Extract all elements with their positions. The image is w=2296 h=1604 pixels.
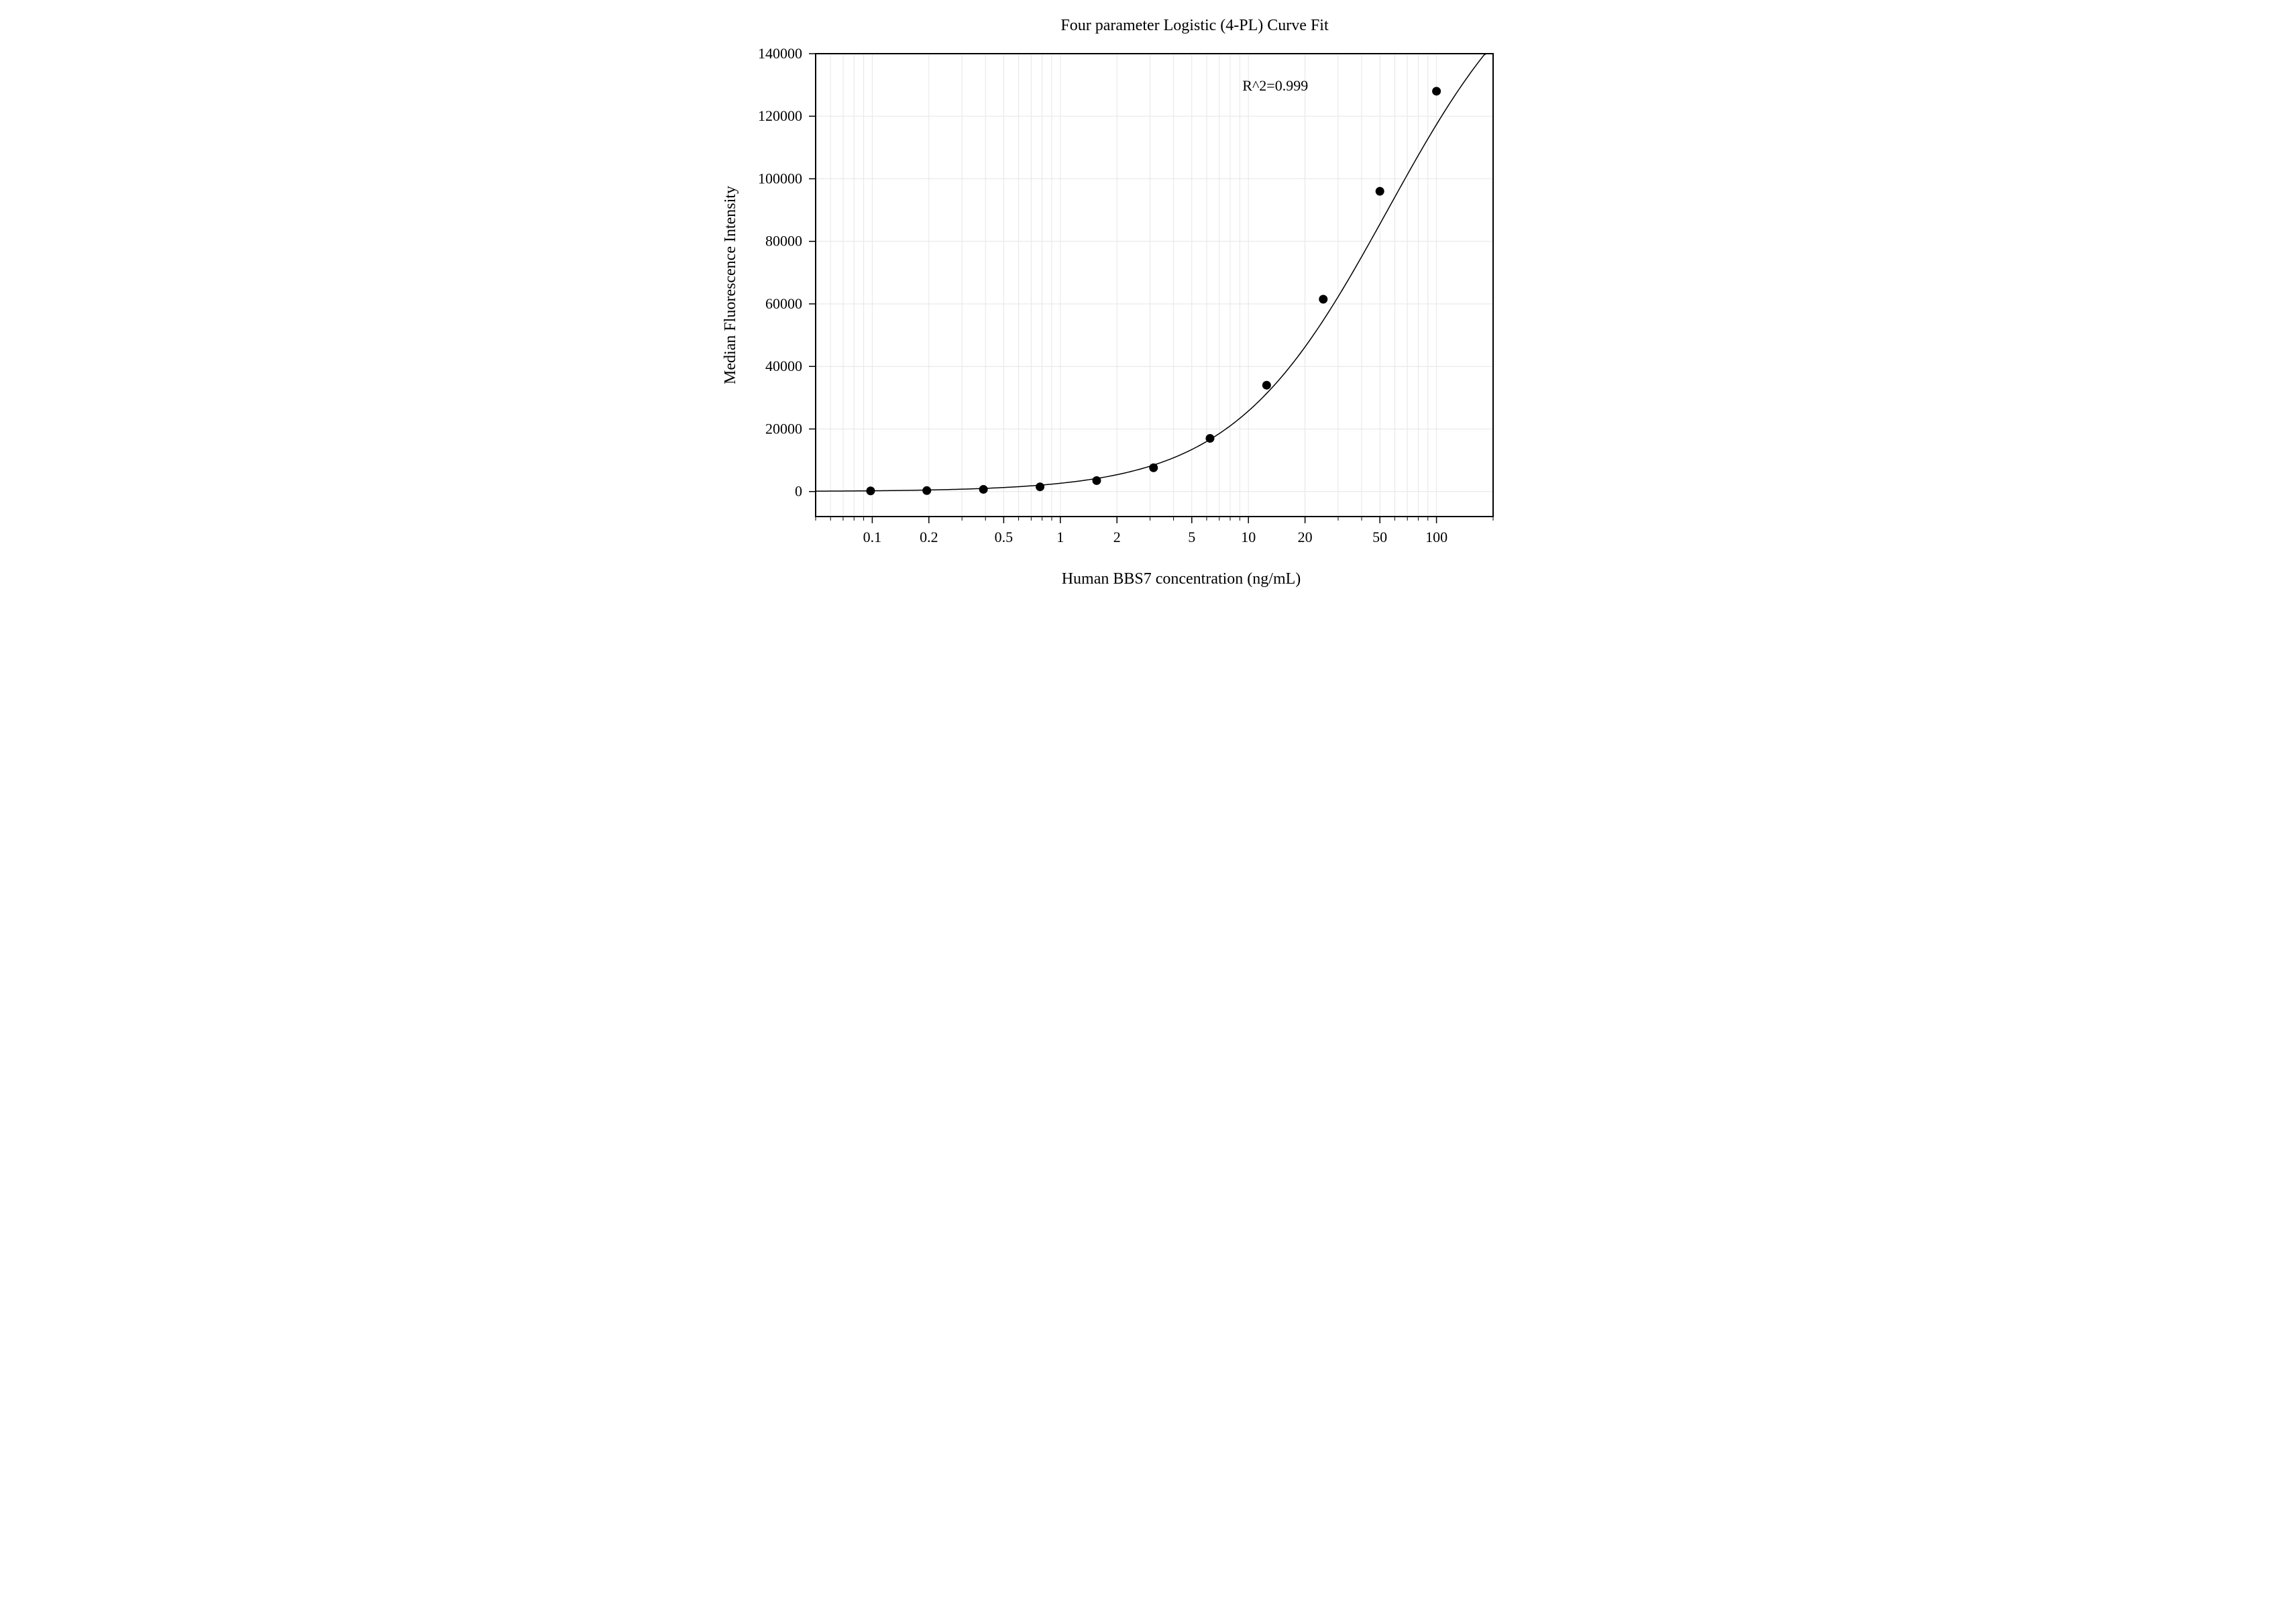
y-tick-label: 0 xyxy=(795,483,802,500)
y-tick-label: 80000 xyxy=(765,233,802,250)
y-tick-label: 100000 xyxy=(758,170,802,186)
data-point xyxy=(1262,381,1270,390)
chart-container: 0.1 0.2 0.5 1 2 5 10 20 50 100 0 20000 40000 60000 800… xyxy=(668,0,1629,671)
y-axis-label: Median Fluorescence Intensity xyxy=(722,186,739,384)
y-tick-label: 20000 xyxy=(765,420,802,437)
chart-title: Four parameter Logistic (4-PL) Curve Fit xyxy=(1060,17,1329,34)
y-tick-label: 120000 xyxy=(758,107,802,124)
x-tick-label: 5 xyxy=(1188,529,1195,545)
data-point xyxy=(1036,482,1044,491)
x-tick-label: 10 xyxy=(1241,529,1256,545)
data-point xyxy=(1205,434,1214,443)
x-tick-label: 50 xyxy=(1372,529,1387,545)
x-tick-label: 100 xyxy=(1425,529,1447,545)
data-point xyxy=(1149,464,1158,472)
data-point xyxy=(1092,476,1101,485)
x-tick-label: 0.2 xyxy=(920,529,938,545)
x-axis-label: Human BBS7 concentration (ng/mL) xyxy=(1061,570,1301,588)
y-tick-label: 40000 xyxy=(765,358,802,374)
data-point xyxy=(1319,295,1327,303)
y-tick-label: 60000 xyxy=(765,295,802,312)
data-point xyxy=(922,486,931,495)
x-tick-label: 20 xyxy=(1297,529,1312,545)
x-tick-label: 0.1 xyxy=(863,529,881,545)
x-tick-label: 0.5 xyxy=(994,529,1013,545)
data-point xyxy=(866,486,875,495)
data-point xyxy=(1375,187,1384,196)
data-point xyxy=(979,485,987,494)
chart-svg: 0.1 0.2 0.5 1 2 5 10 20 50 100 0 20000 40000 60000 800… xyxy=(668,0,1629,671)
r-squared-annotation: R^2=0.999 xyxy=(1242,77,1308,94)
x-tick-label: 1 xyxy=(1056,529,1064,545)
x-tick-label: 2 xyxy=(1113,529,1120,545)
data-point xyxy=(1432,87,1441,95)
y-tick-label: 140000 xyxy=(758,45,802,62)
